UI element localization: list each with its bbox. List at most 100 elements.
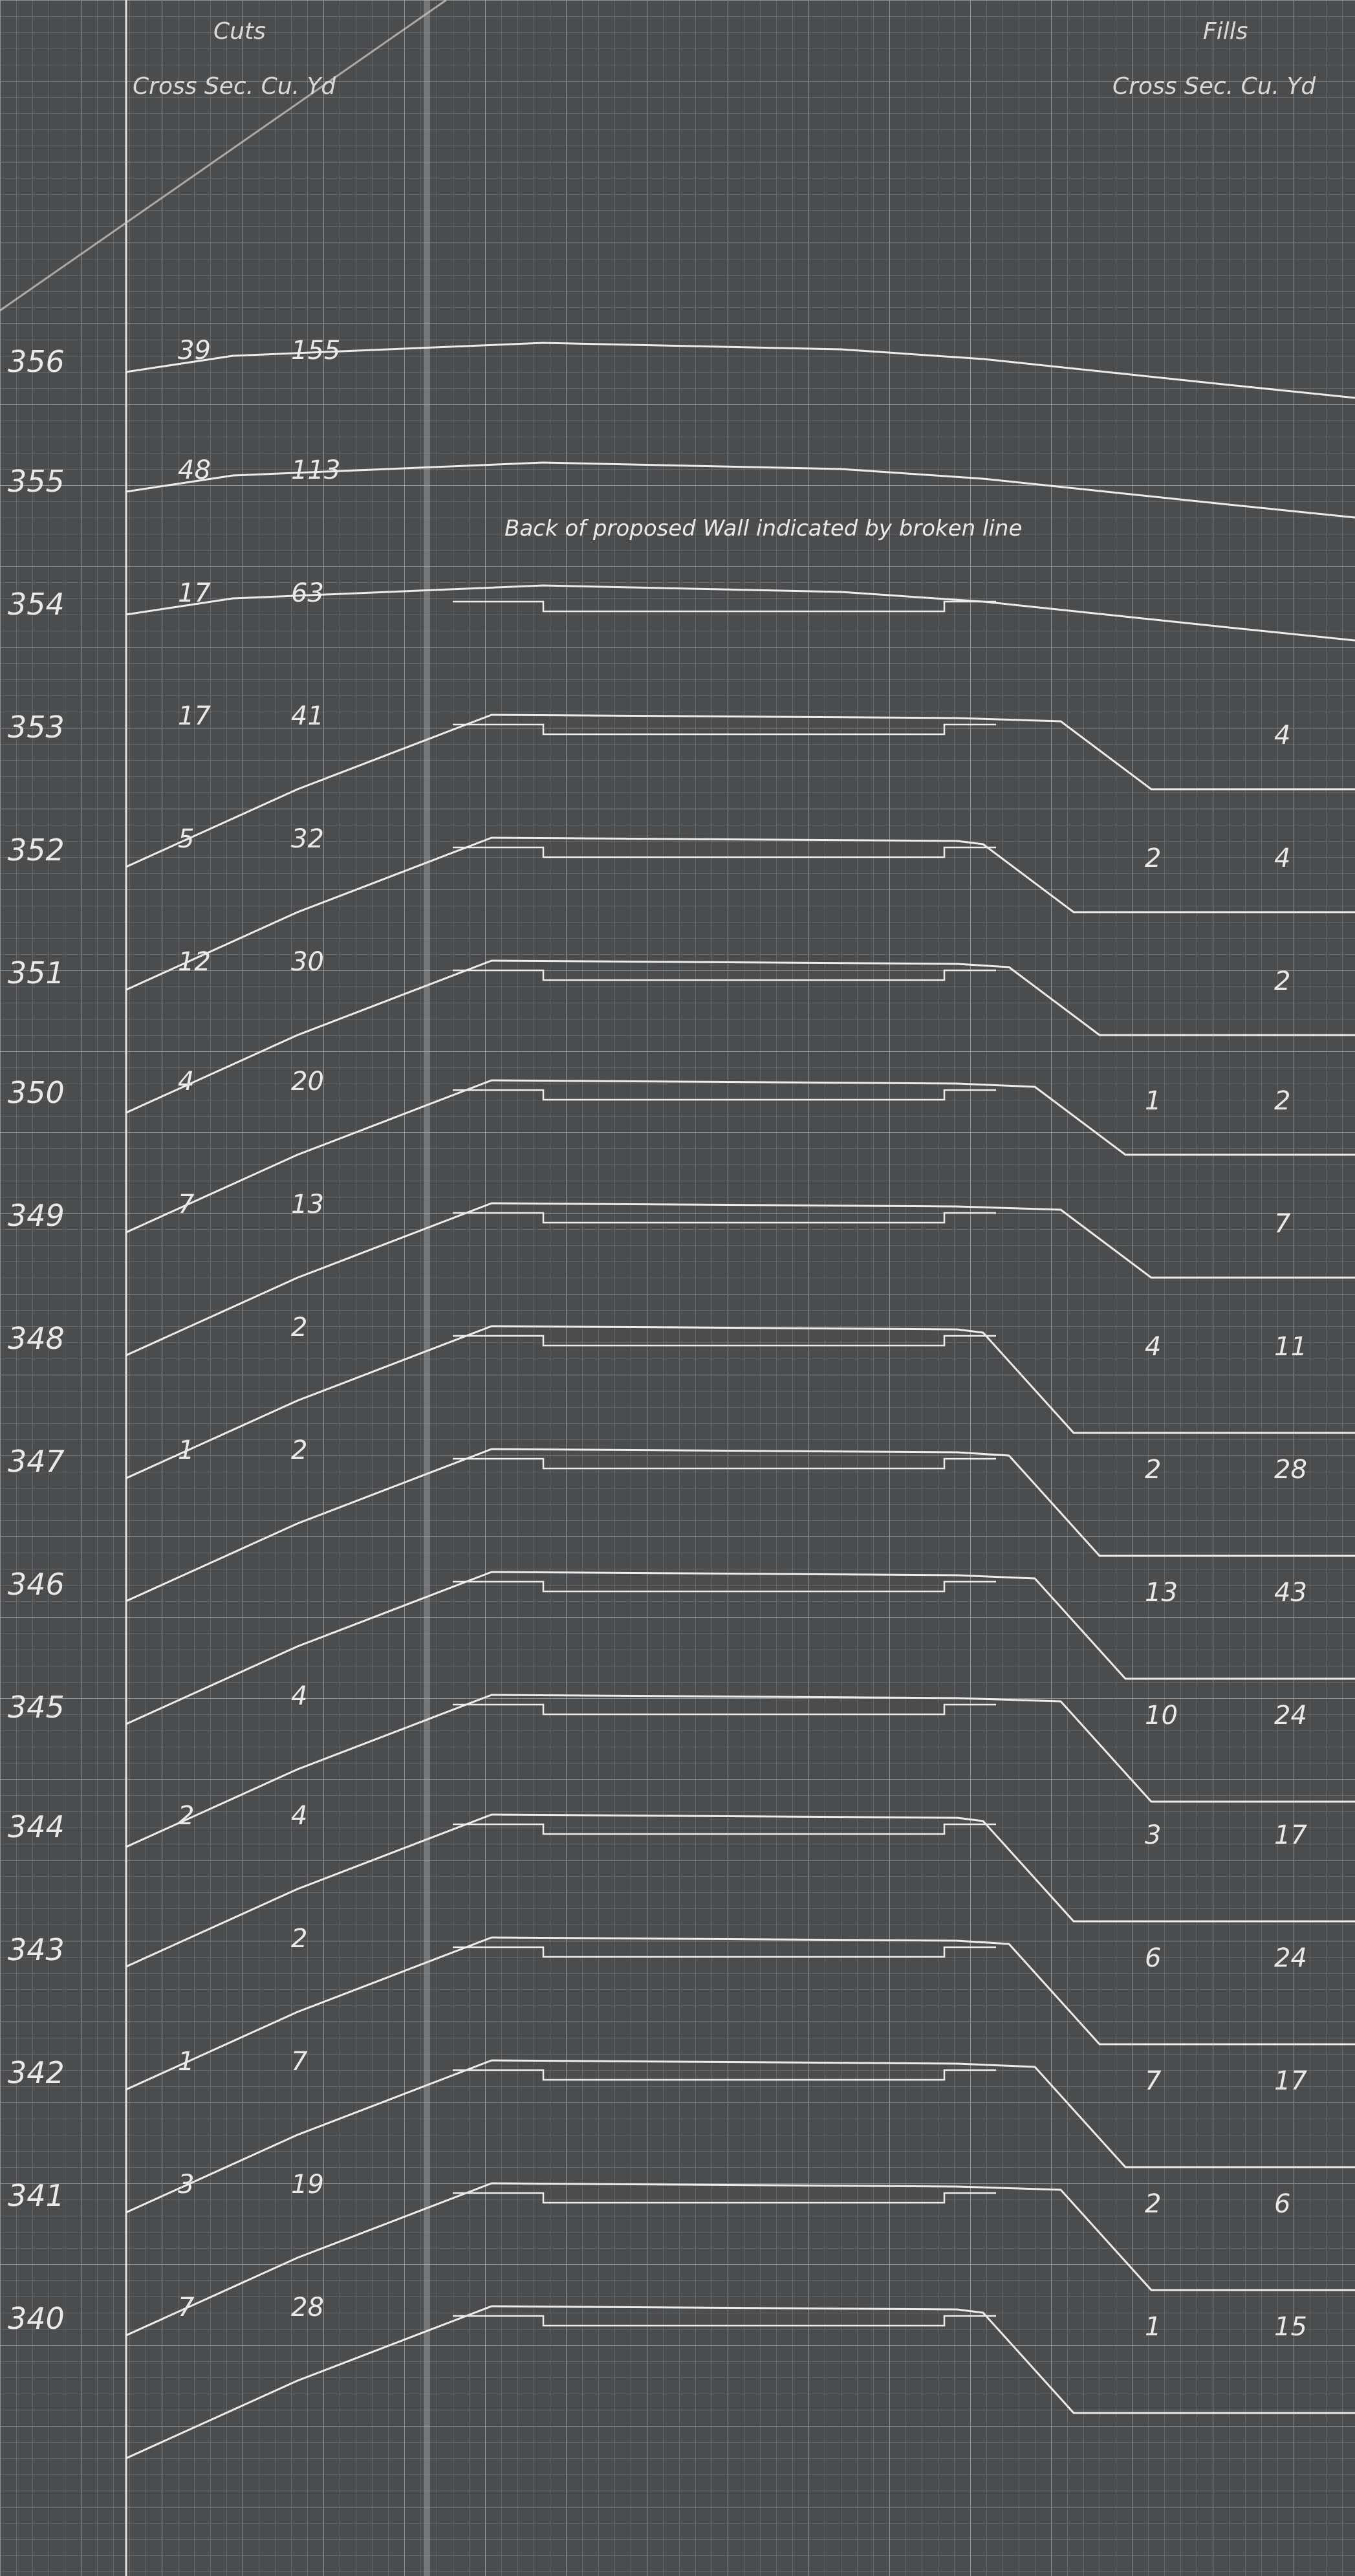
station-label: 349 <box>8 1198 65 1233</box>
fill-section-value: 6 <box>1145 1943 1161 1973</box>
ground-profile <box>125 2182 1355 2337</box>
proposed-wall-line <box>453 969 996 981</box>
station-label: 356 <box>8 344 65 379</box>
proposed-wall-line <box>453 2192 996 2204</box>
ground-profile <box>125 1202 1355 1357</box>
fill-cuyd-value: 6 <box>1274 2189 1290 2219</box>
diagonal-crease <box>0 0 447 312</box>
station-label: 342 <box>8 2055 65 2090</box>
fill-cuyd-value: 2 <box>1274 1086 1290 1116</box>
station-label: 348 <box>8 1321 65 1356</box>
station-label: 350 <box>8 1075 65 1110</box>
ground-profile <box>125 342 1355 399</box>
station-label: 340 <box>8 2301 65 2336</box>
ground-profile <box>125 1325 1355 1479</box>
cut-section-value: 3 <box>178 2170 194 2199</box>
fills-title: Fills <box>1203 18 1248 45</box>
cut-section-value: 12 <box>178 947 211 977</box>
cut-cuyd-value: 32 <box>291 824 324 854</box>
fills-subtitle: Cross Sec. Cu. Yd <box>1112 73 1316 100</box>
fill-cuyd-value: 15 <box>1274 2312 1307 2342</box>
cut-section-value: 7 <box>178 1190 195 1219</box>
fill-cuyd-value: 24 <box>1274 1701 1307 1730</box>
cut-cuyd-value: 30 <box>291 947 324 977</box>
cut-cuyd-value: 4 <box>291 1681 307 1711</box>
cut-section-value: 4 <box>178 1067 194 1097</box>
station-label: 353 <box>8 710 65 745</box>
cut-cuyd-value: 113 <box>291 455 340 485</box>
fill-section-value: 1 <box>1145 1086 1161 1116</box>
proposed-wall-line <box>453 1335 996 1347</box>
proposed-wall-line <box>453 1580 996 1593</box>
proposed-wall-line <box>453 2069 996 2081</box>
proposed-wall-note: Back of proposed Wall indicated by broke… <box>504 516 1022 541</box>
proposed-wall-line <box>453 1703 996 1716</box>
proposed-wall-line <box>453 1823 996 1835</box>
station-label: 346 <box>8 1567 65 1602</box>
fill-cuyd-value: 43 <box>1274 1578 1307 1608</box>
ground-profile <box>125 1571 1355 1725</box>
fill-section-value: 2 <box>1145 844 1161 873</box>
fill-cuyd-value: 17 <box>1274 1820 1307 1850</box>
cut-cuyd-value: 19 <box>291 2170 324 2199</box>
fill-cuyd-value: 28 <box>1274 1455 1307 1485</box>
proposed-wall-line <box>453 723 996 736</box>
proposed-wall-line <box>453 1946 996 1958</box>
ground-profile <box>125 959 1355 1114</box>
cut-cuyd-value: 2 <box>291 1435 307 1465</box>
cut-cuyd-value: 13 <box>291 1190 324 1219</box>
proposed-wall-line <box>453 600 996 613</box>
proposed-wall-line <box>453 1212 996 1224</box>
ground-profile <box>125 714 1355 868</box>
station-label: 351 <box>8 955 65 990</box>
ground-profile <box>125 584 1355 642</box>
fill-cuyd-value: 4 <box>1274 844 1290 873</box>
fill-cuyd-value: 4 <box>1274 721 1290 750</box>
ground-profile <box>125 461 1355 519</box>
cut-section-value: 1 <box>178 1435 194 1465</box>
station-label: 343 <box>8 1932 65 1967</box>
fill-section-value: 2 <box>1145 1455 1161 1485</box>
station-label: 341 <box>8 2178 65 2213</box>
fill-cuyd-value: 7 <box>1274 1209 1291 1239</box>
fill-section-value: 1 <box>1145 2312 1161 2342</box>
cut-section-value: 2 <box>178 1801 194 1831</box>
fill-section-value: 7 <box>1145 2066 1162 2096</box>
cut-cuyd-value: 20 <box>291 1067 324 1097</box>
ground-profile <box>125 1936 1355 2091</box>
cut-cuyd-value: 7 <box>291 2047 308 2077</box>
cut-section-value: 7 <box>178 2293 195 2322</box>
station-label: 352 <box>8 833 65 868</box>
station-label: 344 <box>8 1809 65 1844</box>
ground-profile <box>125 1813 1355 1968</box>
ground-profile <box>125 2059 1355 2214</box>
cut-section-value: 1 <box>178 2047 194 2077</box>
cut-cuyd-value: 155 <box>291 336 340 366</box>
fill-section-value: 4 <box>1145 1332 1161 1362</box>
station-label: 355 <box>8 464 65 499</box>
cut-section-value: 5 <box>178 824 194 854</box>
cut-cuyd-value: 2 <box>291 1924 307 1954</box>
ground-profile <box>125 1079 1355 1234</box>
fill-section-value: 2 <box>1145 2189 1161 2219</box>
station-label: 345 <box>8 1690 65 1725</box>
fill-section-value: 3 <box>1145 1820 1161 1850</box>
cut-section-value: 17 <box>178 701 211 731</box>
cut-cuyd-value: 28 <box>291 2293 324 2322</box>
station-label: 354 <box>8 587 65 622</box>
fill-cuyd-value: 17 <box>1274 2066 1307 2096</box>
cut-cuyd-value: 41 <box>291 701 324 731</box>
ground-profile <box>125 1448 1355 1602</box>
proposed-wall-line <box>453 846 996 858</box>
ground-profile <box>125 2305 1355 2460</box>
cuts-subtitle: Cross Sec. Cu. Yd <box>133 73 336 100</box>
cut-cuyd-value: 4 <box>291 1801 307 1831</box>
cuts-title: Cuts <box>213 18 266 45</box>
station-label: 347 <box>8 1444 65 1479</box>
cut-cuyd-value: 63 <box>291 578 324 608</box>
proposed-wall-line <box>453 2315 996 2327</box>
fill-section-value: 10 <box>1145 1701 1178 1730</box>
